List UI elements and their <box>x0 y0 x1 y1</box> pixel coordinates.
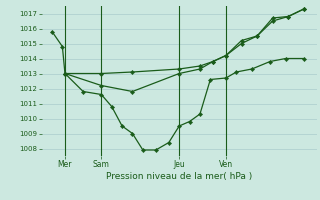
X-axis label: Pression niveau de la mer( hPa ): Pression niveau de la mer( hPa ) <box>106 172 252 181</box>
